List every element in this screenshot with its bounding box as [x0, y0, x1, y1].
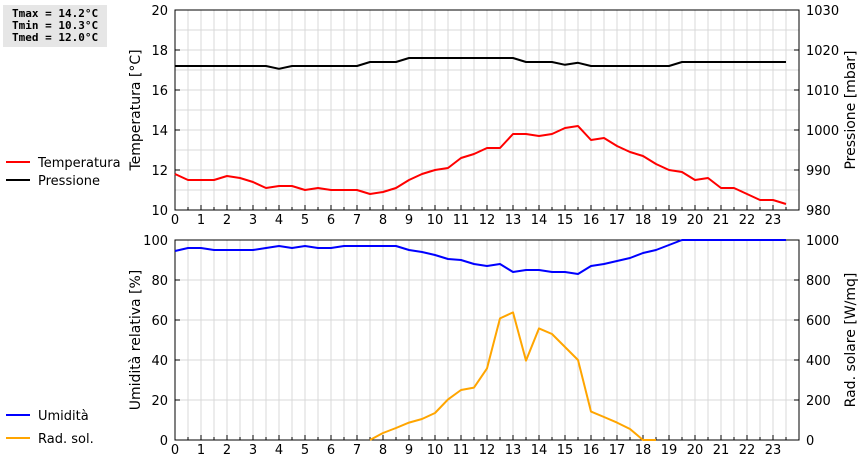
y-tick-label-right: 600 [806, 314, 831, 329]
x-tick-label: 5 [301, 443, 309, 458]
y-tick-label-right: 980 [806, 204, 831, 219]
legend-label: Pressione [38, 174, 100, 189]
y-tick-label-left: 100 [143, 234, 168, 249]
tmax-label: Tmax = 14.2°C [12, 7, 99, 20]
legend-label: Rad. sol. [38, 432, 94, 447]
x-tick-label: 9 [405, 443, 413, 458]
x-tick-label: 8 [379, 213, 387, 228]
x-tick-label: 9 [405, 213, 413, 228]
y-tick-label-left: 10 [151, 204, 168, 219]
x-tick-label: 11 [453, 443, 470, 458]
x-tick-label: 18 [635, 443, 652, 458]
x-tick-label: 21 [713, 213, 730, 228]
y-axis-title-left: Umidità relativa [%] [128, 270, 144, 411]
y-tick-label-left: 20 [151, 4, 168, 19]
y-axis-title-right: Pressione [mbar] [843, 50, 859, 169]
tmin-label: Tmin = 10.3°C [12, 19, 99, 32]
x-tick-label: 1 [197, 213, 205, 228]
x-tick-label: 2 [223, 213, 231, 228]
x-tick-label: 13 [505, 443, 522, 458]
x-tick-label: 0 [171, 213, 179, 228]
y-tick-label-left: 16 [151, 84, 168, 99]
plot-frame [174, 239, 800, 441]
x-tick-label: 20 [687, 213, 704, 228]
x-tick-label: 17 [609, 443, 626, 458]
y-tick-label-right: 1030 [806, 4, 839, 19]
y-tick-label-right: 1000 [806, 234, 839, 249]
x-tick-label: 1 [197, 443, 205, 458]
y-tick-label-left: 60 [151, 314, 168, 329]
y-tick-label-right: 990 [806, 164, 831, 179]
x-tick-label: 15 [557, 443, 574, 458]
y-tick-label-right: 200 [806, 394, 831, 409]
x-tick-label: 20 [687, 443, 704, 458]
y-tick-label-left: 18 [151, 44, 168, 59]
x-tick-label: 7 [353, 443, 361, 458]
stats-box: Tmax = 14.2°C Tmin = 10.3°C Tmed = 12.0°… [3, 5, 107, 47]
series-line-temperatura [174, 125, 787, 205]
y-tick-label-left: 40 [151, 354, 168, 369]
x-tick-label: 0 [171, 443, 179, 458]
x-tick-label: 22 [739, 213, 756, 228]
x-tick-label: 11 [453, 213, 470, 228]
y-tick-label-right: 800 [806, 274, 831, 289]
legend-label: Umidità [38, 409, 89, 424]
y-axis-title-right: Rad. solare [W/mq] [843, 273, 859, 408]
x-tick-label: 4 [275, 443, 283, 458]
x-tick-label: 22 [739, 443, 756, 458]
y-tick-label-left: 20 [151, 394, 168, 409]
y-tick-label-right: 0 [806, 434, 814, 449]
y-tick-label-right: 1000 [806, 124, 839, 139]
series-line-rad-sol [369, 311, 656, 441]
x-tick-label: 16 [583, 213, 600, 228]
x-tick-label: 19 [661, 213, 678, 228]
x-tick-label: 5 [301, 213, 309, 228]
y-tick-label-left: 14 [151, 124, 168, 139]
x-tick-label: 13 [505, 213, 522, 228]
panel-2: 0 1 2 3 4 5 6 7 8 9 10 11 12 13 14 15 16 17 18 19 20 21 22 2302… [6, 234, 859, 458]
x-tick-label: 18 [635, 213, 652, 228]
panel-1: 0 1 2 3 4 5 6 7 8 9 10 11 12 13 14 15 16 17 18 19 20 21 22 2310… [6, 4, 859, 228]
x-tick-label: 12 [479, 213, 496, 228]
x-tick-label: 10 [427, 213, 444, 228]
y-tick-label-right: 400 [806, 354, 831, 369]
x-tick-label: 15 [557, 213, 574, 228]
x-tick-label: 23 [765, 443, 782, 458]
x-tick-label: 3 [249, 443, 257, 458]
x-tick-label: 10 [427, 443, 444, 458]
y-tick-label-right: 1010 [806, 84, 839, 99]
x-tick-label: 3 [249, 213, 257, 228]
y-tick-label-left: 80 [151, 274, 168, 289]
x-tick-label: 19 [661, 443, 678, 458]
y-tick-label-left: 12 [151, 164, 168, 179]
tmed-label: Tmed = 12.0°C [12, 31, 99, 44]
x-tick-label: 6 [327, 443, 335, 458]
x-tick-label: 14 [531, 443, 548, 458]
x-tick-label: 17 [609, 213, 626, 228]
y-axis-title-left: Temperatura [°C] [128, 49, 144, 171]
x-tick-label: 7 [353, 213, 361, 228]
x-tick-label: 2 [223, 443, 231, 458]
legend-label: Temperatura [37, 156, 121, 171]
y-tick-label-right: 1020 [806, 44, 839, 59]
x-tick-label: 6 [327, 213, 335, 228]
x-tick-label: 21 [713, 443, 730, 458]
x-tick-label: 16 [583, 443, 600, 458]
plot-frame [174, 9, 800, 211]
series-line-umidit [174, 239, 786, 275]
y-tick-label-left: 0 [160, 434, 168, 449]
series-line-pressione [175, 57, 786, 70]
x-tick-label: 4 [275, 213, 283, 228]
x-tick-label: 12 [479, 443, 496, 458]
x-tick-label: 14 [531, 213, 548, 228]
x-tick-label: 8 [379, 443, 387, 458]
x-tick-label: 23 [765, 213, 782, 228]
